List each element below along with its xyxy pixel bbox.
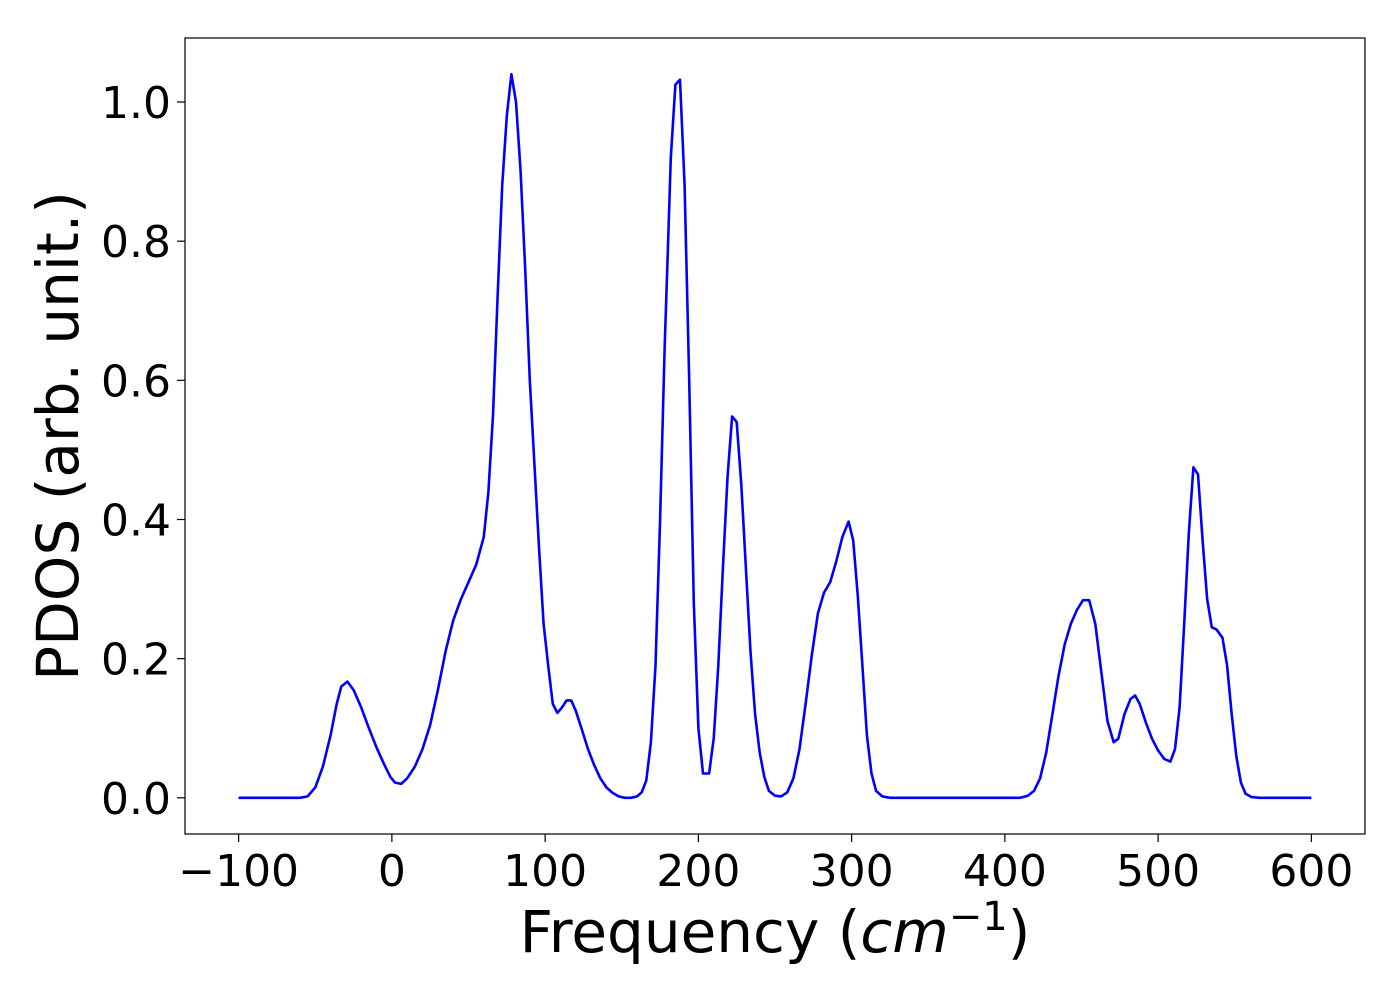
plot-area-frame — [184, 37, 1366, 835]
x-axis-ticks: −100 0 100 200 300 400 500 600 — [178, 834, 1353, 897]
series-layer — [238, 72, 1312, 800]
y-tick-label: 1.0 — [101, 78, 171, 129]
x-axis-label: Frequency (cm−1) — [520, 894, 1031, 966]
x-axis-label-exponent: −1 — [949, 894, 1008, 940]
x-axis-label-suffix: ) — [1008, 898, 1031, 966]
x-tick-label: 600 — [1269, 846, 1353, 897]
y-axis-ticks: 0.0 0.2 0.4 0.6 0.8 1.0 — [101, 78, 185, 825]
y-tick-label: 0.8 — [101, 217, 171, 268]
y-tick-label: 0.6 — [101, 356, 171, 407]
x-axis-label-prefix: Frequency ( — [520, 898, 861, 966]
x-axis-label-variable: cm — [860, 898, 948, 966]
x-tick-label: 100 — [503, 846, 587, 897]
x-tick-label: 200 — [656, 846, 740, 897]
x-tick-label: −100 — [178, 846, 299, 897]
x-tick-label: 300 — [810, 846, 894, 897]
y-tick-label: 0.4 — [101, 495, 171, 546]
y-axis-label: PDOS (arb. unit.) — [24, 191, 92, 681]
y-tick-label: 0.0 — [101, 774, 171, 825]
x-tick-label: 500 — [1116, 846, 1200, 897]
pdos-series-line — [238, 72, 1312, 800]
x-tick-label: 400 — [963, 846, 1047, 897]
x-tick-label: 0 — [378, 846, 406, 897]
y-tick-label: 0.2 — [101, 635, 171, 686]
